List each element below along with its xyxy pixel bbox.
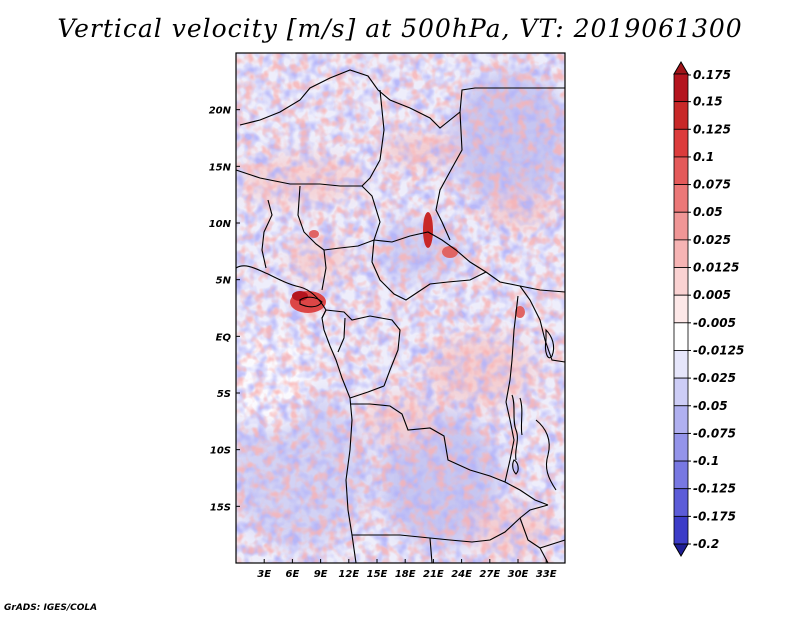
colorbar-segment bbox=[673, 350, 689, 379]
map-panel: 3E 6E 9E 12E 15E 18E 21E 24E 27E 30E 33E 20N 15N 10N… bbox=[209, 52, 566, 580]
colorbar-segment bbox=[673, 294, 689, 324]
colorbar-segment bbox=[673, 184, 689, 213]
colorbar-segment bbox=[673, 460, 689, 490]
colorbar-bottom-arrow bbox=[673, 543, 689, 557]
colorbar-top-arrow bbox=[673, 61, 689, 75]
lon-tick-label: 18E bbox=[395, 569, 416, 580]
colorbar-segment bbox=[673, 433, 689, 462]
colorbar-label: -0.005 bbox=[693, 316, 736, 330]
colorbar-segment bbox=[673, 377, 689, 407]
colorbar-label: 0.125 bbox=[693, 122, 731, 136]
lon-tick-label: 33E bbox=[536, 569, 557, 580]
lat-tick-label: 15S bbox=[210, 502, 231, 513]
colorbar-label: -0.05 bbox=[693, 399, 728, 413]
grads-credit: GrADS: IGES/COLA bbox=[4, 603, 98, 613]
country-borders bbox=[235, 69, 566, 564]
strong-updraft-cores bbox=[290, 212, 525, 318]
colorbar-label: -0.125 bbox=[693, 482, 736, 496]
colorbar-label: 0.075 bbox=[693, 178, 731, 192]
colorbar-label: 0.05 bbox=[693, 205, 723, 219]
lon-tick-label: 6E bbox=[286, 569, 300, 580]
lon-tick-label: 24E bbox=[451, 569, 472, 580]
lon-tick-label: 21E bbox=[423, 569, 444, 580]
colorbar-label: 0.025 bbox=[693, 233, 731, 247]
lon-tick-label: 15E bbox=[367, 569, 388, 580]
velocity-field bbox=[236, 53, 565, 563]
lat-tick-label: 20N bbox=[209, 106, 232, 117]
longitude-axis: 3E 6E 9E 12E 15E 18E 21E 24E 27E 30E 33E bbox=[257, 559, 557, 580]
map-frame bbox=[235, 52, 566, 564]
colorbar-label: -0.1 bbox=[693, 454, 719, 468]
lon-tick-label: 27E bbox=[479, 569, 500, 580]
colorbar-segment bbox=[673, 101, 689, 130]
colorbar-segment bbox=[673, 211, 689, 241]
lon-tick-label: 30E bbox=[508, 569, 529, 580]
colorbar-label: 0.15 bbox=[693, 95, 723, 109]
lat-tick-label: 5S bbox=[217, 389, 231, 400]
latitude-axis: 20N 15N 10N 5N EQ 5S 10S 15S bbox=[209, 106, 240, 513]
colorbar: 0.175 0.15 0.125 0.1 0.075 0.05 0.025 0.0125 0.0… bbox=[673, 61, 744, 557]
lat-tick-label: 10S bbox=[210, 446, 231, 457]
colorbar-segment bbox=[673, 488, 689, 517]
lat-tick-label: 10N bbox=[209, 219, 232, 230]
colorbar-segment bbox=[673, 405, 689, 434]
colorbar-label: 0.0125 bbox=[693, 261, 739, 275]
colorbar-label: 0.175 bbox=[693, 68, 731, 82]
colorbar-segment bbox=[673, 73, 689, 103]
colorbar-label: -0.2 bbox=[693, 537, 719, 551]
lat-tick-label: 5N bbox=[216, 276, 232, 287]
colorbar-segment bbox=[673, 515, 689, 545]
lat-tick-label: EQ bbox=[216, 332, 232, 343]
colorbar-label: 0.005 bbox=[693, 288, 731, 302]
lon-tick-label: 12E bbox=[338, 569, 359, 580]
colorbar-label: 0.1 bbox=[693, 150, 714, 164]
colorbar-segment bbox=[673, 239, 689, 268]
lat-tick-label: 15N bbox=[209, 162, 232, 173]
colorbar-segment bbox=[673, 156, 689, 185]
lon-tick-label: 3E bbox=[257, 569, 271, 580]
chart-title: Vertical velocity [m/s] at 500hPa, VT: 2… bbox=[57, 14, 743, 43]
colorbar-label: -0.025 bbox=[693, 371, 736, 385]
colorbar-label: -0.175 bbox=[693, 509, 736, 523]
colorbar-label: -0.075 bbox=[693, 426, 736, 440]
colorbar-segment bbox=[673, 128, 689, 158]
colorbar-segment bbox=[673, 322, 689, 351]
lon-tick-label: 9E bbox=[314, 569, 328, 580]
colorbar-label: -0.0125 bbox=[693, 343, 744, 357]
colorbar-segment bbox=[673, 267, 689, 296]
